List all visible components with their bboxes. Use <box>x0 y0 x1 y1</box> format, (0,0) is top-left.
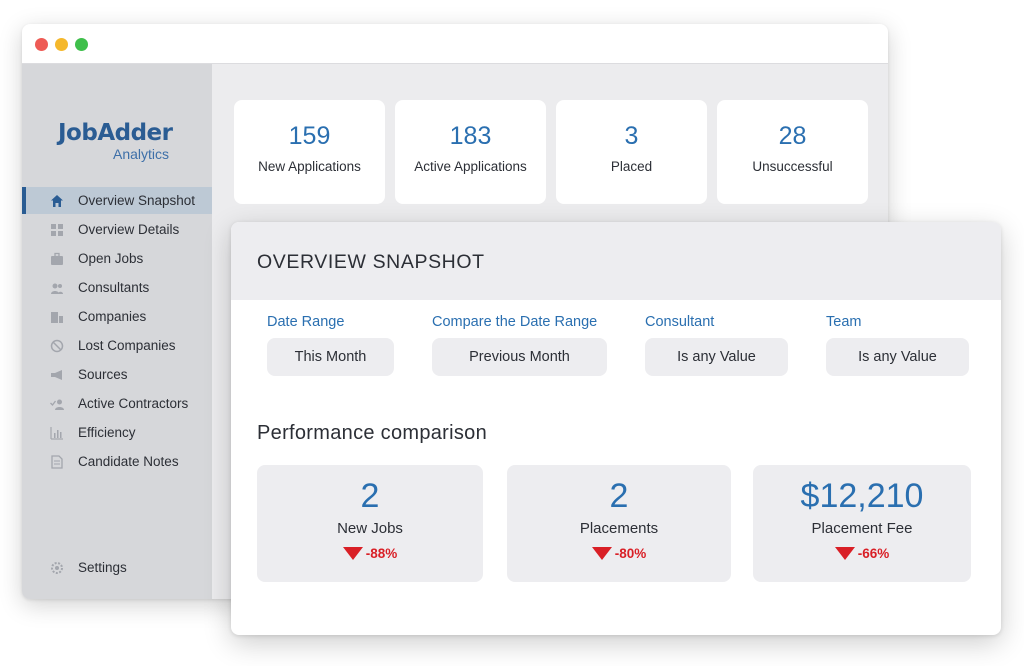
perf-value: 2 <box>609 477 629 515</box>
compare-range-select[interactable]: Previous Month <box>432 338 607 376</box>
sidebar-item-label: Candidate Notes <box>78 454 179 469</box>
stat-label: Unsuccessful <box>752 159 833 174</box>
perf-change: -66% <box>753 546 971 561</box>
sidebar-item-label: Overview Details <box>78 222 180 237</box>
sidebar-item-candidate-notes[interactable]: Candidate Notes <box>22 448 212 475</box>
sidebar-item-companies[interactable]: Companies <box>22 303 212 330</box>
user-check-icon <box>50 397 64 411</box>
perf-change-value: -66% <box>857 546 890 561</box>
sidebar-item-label: Settings <box>78 560 127 575</box>
gear-icon <box>50 561 64 575</box>
overview-snapshot-panel: OVERVIEW SNAPSHOT Date Range Compare the… <box>231 222 1001 635</box>
filter-label-consultant: Consultant <box>645 314 715 330</box>
filter-label-compare-range: Compare the Date Range <box>432 314 598 330</box>
bar-chart-icon <box>50 426 64 440</box>
stat-label: Active Applications <box>414 159 527 174</box>
perf-change: -80% <box>507 546 731 561</box>
stat-card-unsuccessful[interactable]: 28 Unsuccessful <box>717 100 868 204</box>
stat-label: New Applications <box>258 159 361 174</box>
perf-value: $12,210 <box>800 477 924 515</box>
perf-card-new-jobs[interactable]: 2 New Jobs -88% <box>257 465 483 582</box>
perf-card-placements[interactable]: 2 Placements -80% <box>507 465 731 582</box>
sidebar-item-overview-details[interactable]: Overview Details <box>22 216 212 243</box>
perf-label: Placements <box>579 520 659 537</box>
perf-card-placement-fee[interactable]: $12,210 Placement Fee -66% <box>753 465 971 582</box>
sidebar-item-label: Efficiency <box>78 425 136 440</box>
perf-label: New Jobs <box>337 520 403 537</box>
stat-label: Placed <box>610 159 653 174</box>
briefcase-icon <box>50 252 64 266</box>
note-icon <box>50 454 64 469</box>
megaphone-icon <box>50 368 64 382</box>
stat-value: 3 <box>624 122 639 150</box>
consultant-select[interactable]: Is any Value <box>645 338 788 376</box>
filter-label-date-range: Date Range <box>267 314 345 330</box>
logo-subtitle: Analytics <box>113 146 170 162</box>
sidebar: JobAdder Analytics Overview Snapshot Ove… <box>22 64 212 599</box>
sidebar-item-label: Lost Companies <box>78 338 176 353</box>
sidebar-item-active-contractors[interactable]: Active Contractors <box>22 390 212 417</box>
filter-label-team: Team <box>826 314 862 330</box>
sidebar-item-open-jobs[interactable]: Open Jobs <box>22 245 212 272</box>
sidebar-item-label: Active Contractors <box>78 396 189 411</box>
building-icon <box>50 310 64 324</box>
performance-comparison-heading: Performance comparison <box>257 422 488 444</box>
sidebar-item-label: Sources <box>78 367 128 382</box>
sidebar-item-label: Consultants <box>78 280 150 295</box>
close-window-button[interactable] <box>35 38 48 51</box>
team-select[interactable]: Is any Value <box>826 338 969 376</box>
sidebar-item-label: Open Jobs <box>78 251 144 266</box>
sidebar-item-consultants[interactable]: Consultants <box>22 274 212 301</box>
block-icon <box>50 339 64 353</box>
sidebar-item-efficiency[interactable]: Efficiency <box>22 419 212 446</box>
sidebar-item-overview-snapshot[interactable]: Overview Snapshot <box>22 187 212 214</box>
panel-title: OVERVIEW SNAPSHOT <box>257 251 485 273</box>
perf-change: -88% <box>257 546 483 561</box>
sidebar-item-label: Overview Snapshot <box>78 193 196 208</box>
stat-card-placed[interactable]: 3 Placed <box>556 100 707 204</box>
maximize-window-button[interactable] <box>75 38 88 51</box>
users-icon <box>50 281 64 295</box>
home-icon <box>50 194 64 208</box>
down-arrow-icon <box>834 547 855 560</box>
stat-card-new-applications[interactable]: 159 New Applications <box>234 100 385 204</box>
panel-header: OVERVIEW SNAPSHOT <box>231 222 1001 300</box>
stat-value: 183 <box>449 122 492 150</box>
perf-value: 2 <box>360 477 380 515</box>
stat-card-active-applications[interactable]: 183 Active Applications <box>395 100 546 204</box>
perf-label: Placement Fee <box>811 520 913 537</box>
sidebar-item-lost-companies[interactable]: Lost Companies <box>22 332 212 359</box>
minimize-window-button[interactable] <box>55 38 68 51</box>
logo-name: JobAdder <box>58 120 173 146</box>
down-arrow-icon <box>342 547 363 560</box>
stat-value: 28 <box>778 122 807 150</box>
perf-change-value: -80% <box>614 546 647 561</box>
down-arrow-icon <box>591 547 612 560</box>
sidebar-item-sources[interactable]: Sources <box>22 361 212 388</box>
grid-icon <box>50 223 64 237</box>
date-range-select[interactable]: This Month <box>267 338 394 376</box>
sidebar-item-label: Companies <box>78 309 147 324</box>
sidebar-item-settings[interactable]: Settings <box>22 554 212 581</box>
stat-value: 159 <box>288 122 331 150</box>
window-titlebar <box>22 24 888 64</box>
perf-change-value: -88% <box>365 546 398 561</box>
